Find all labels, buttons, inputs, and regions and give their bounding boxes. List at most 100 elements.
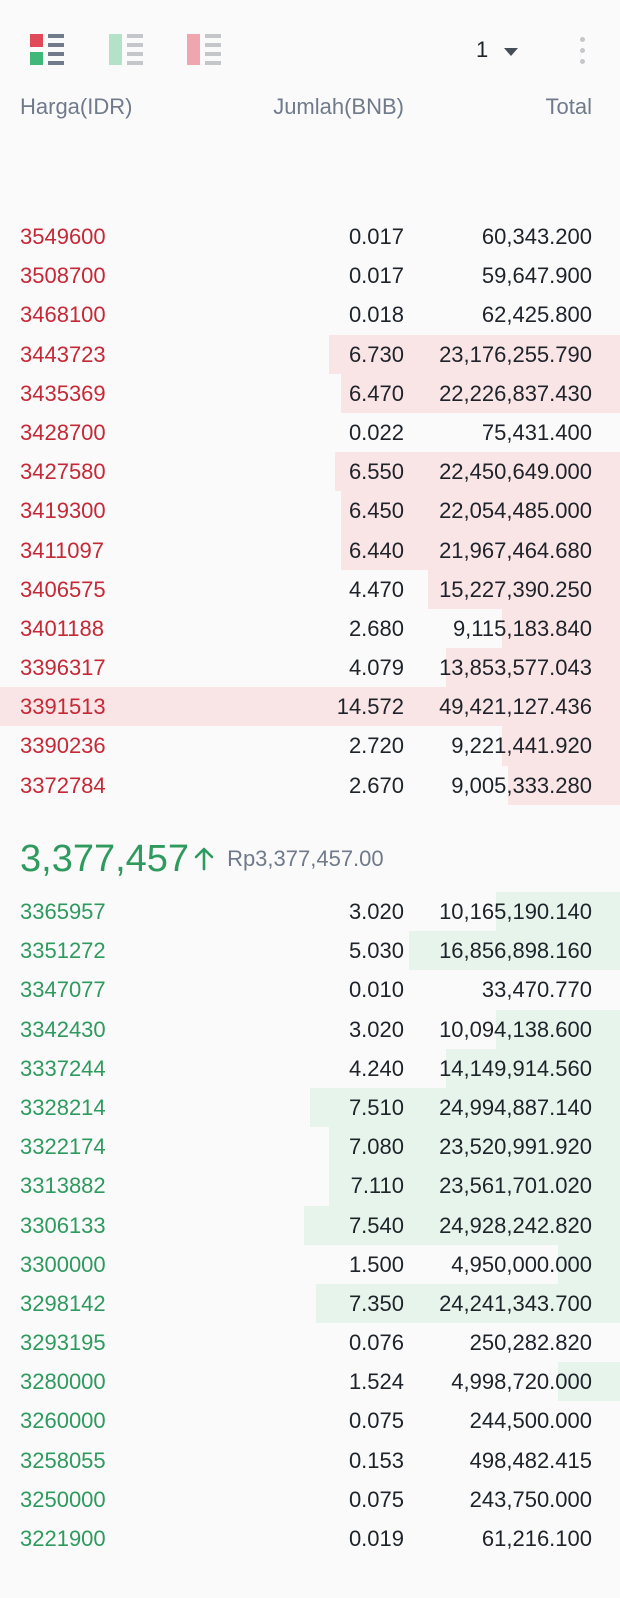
row-total: 4,998,720.000 (451, 1369, 592, 1395)
row-total: 49,421,127.436 (439, 694, 592, 720)
row-price: 3549600 (20, 224, 106, 249)
bid-row[interactable]: 3221900 0.019 61,216.100 (0, 1519, 620, 1558)
row-price: 3221900 (20, 1526, 106, 1551)
bid-row[interactable]: 3328214 7.510 24,994,887.140 (0, 1087, 620, 1128)
depth-bar (446, 1048, 620, 1088)
header-price: Harga(IDR) (20, 94, 133, 119)
depth-bar (558, 1244, 620, 1284)
depth-bar (0, 687, 620, 727)
row-total: 4,950,000.000 (451, 1251, 592, 1277)
row-amount: 0.153 (348, 1447, 404, 1473)
row-amount: 4.240 (348, 1055, 404, 1081)
ask-row[interactable]: 3468100 0.018 62,425.800 (0, 295, 620, 334)
row-amount: 0.017 (348, 224, 404, 249)
row-total: 16,856,898.160 (439, 938, 592, 964)
row-amount: 4.079 (348, 655, 404, 681)
row-price: 3435369 (20, 380, 106, 406)
bid-row[interactable]: 3313882 7.110 23,561,701.020 (0, 1166, 620, 1206)
ask-row[interactable]: 3406575 4.470 15,227,390.250 (0, 569, 620, 609)
ask-row[interactable]: 3549600 0.017 60,343.200 (0, 217, 620, 256)
bid-row[interactable]: 3293195 0.076 250,282.820 (0, 1323, 620, 1362)
more-vertical-icon[interactable] (577, 34, 587, 66)
depth-bar (303, 1205, 620, 1245)
ask-row[interactable]: 3435369 6.470 22,226,837.430 (0, 373, 620, 413)
row-price: 3468100 (20, 302, 106, 328)
row-price: 3428700 (20, 419, 106, 445)
row-amount: 0.019 (348, 1526, 404, 1551)
ask-row[interactable]: 3508700 0.017 59,647.900 (0, 256, 620, 295)
row-total: 9,005,333.280 (451, 772, 592, 798)
ask-row[interactable]: 3419300 6.450 22,054,485.000 (0, 491, 620, 531)
row-total: 10,165,190.140 (439, 899, 592, 924)
orderbook-both-icon[interactable] (30, 34, 64, 66)
row-total: 15,227,390.250 (439, 576, 592, 602)
row-price: 3411097 (20, 537, 105, 563)
bid-row[interactable]: 3260000 0.075 244,500.000 (0, 1401, 620, 1440)
bid-row[interactable]: 3342430 3.020 10,094,138.600 (0, 1009, 620, 1049)
bid-row[interactable]: 3337244 4.240 14,149,914.560 (0, 1048, 620, 1088)
orderbook-asks-icon[interactable] (187, 34, 221, 66)
ask-row[interactable]: 3411097 6.440 21,967,464.680 (0, 530, 620, 570)
row-total: 9,221,441.920 (451, 733, 592, 759)
row-price: 3443723 (20, 341, 106, 367)
depth-bar (427, 569, 620, 609)
row-price: 3419300 (20, 498, 106, 524)
ask-row[interactable]: 3427580 6.550 22,450,649.000 (0, 452, 620, 492)
ask-row[interactable]: 3390236 2.720 9,221,441.920 (0, 726, 620, 766)
row-price: 3328214 (20, 1094, 106, 1120)
row-total: 60,343.200 (481, 224, 592, 249)
row-amount: 7.350 (348, 1290, 404, 1316)
bid-row[interactable]: 3351272 5.030 16,856,898.160 (0, 931, 620, 971)
header-total: Total (545, 94, 592, 119)
bid-row[interactable]: 3300000 1.500 4,950,000.000 (0, 1244, 620, 1284)
bid-row[interactable]: 3250000 0.075 243,750.000 (0, 1480, 620, 1519)
row-amount: 0.022 (348, 419, 404, 445)
bid-row[interactable]: 3280000 1.524 4,998,720.000 (0, 1362, 620, 1402)
row-amount: 3.020 (348, 899, 404, 924)
ask-row[interactable]: 3372784 2.670 9,005,333.280 (0, 765, 620, 805)
row-total: 23,176,255.790 (439, 341, 592, 367)
bid-row[interactable]: 3365957 3.020 10,165,190.140 (0, 892, 620, 932)
row-price: 3258055 (20, 1447, 106, 1473)
bid-row[interactable]: 3306133 7.540 24,928,242.820 (0, 1205, 620, 1245)
row-total: 21,967,464.680 (439, 537, 592, 563)
bid-row[interactable]: 3298142 7.350 24,241,343.700 (0, 1283, 620, 1324)
row-price: 3427580 (20, 459, 106, 485)
depth-select[interactable]: 1 (476, 34, 519, 66)
asks-list: 3549600 0.017 60,343.200 3508700 0.017 59,647… (0, 217, 620, 805)
row-price: 3347077 (20, 977, 106, 1003)
row-price: 3260000 (20, 1408, 106, 1434)
row-price: 3401188 (20, 615, 105, 641)
ask-row[interactable]: 3396317 4.079 13,853,577.043 (0, 648, 620, 688)
row-total: 22,226,837.430 (439, 380, 592, 406)
ask-row[interactable]: 3428700 0.022 75,431.400 (0, 413, 620, 452)
ask-row[interactable]: 3443723 6.730 23,176,255.790 (0, 334, 620, 374)
depth-bar (341, 373, 620, 413)
row-amount: 0.010 (348, 977, 404, 1003)
orderbook-bids-icon[interactable] (109, 34, 143, 66)
row-price: 3337244 (20, 1055, 106, 1081)
depth-bar (328, 1166, 620, 1206)
depth-bar (558, 1362, 620, 1402)
row-total: 24,994,887.140 (439, 1094, 592, 1120)
row-price: 3280000 (20, 1369, 106, 1395)
row-amount: 6.730 (348, 341, 404, 367)
row-amount: 3.020 (348, 1016, 404, 1042)
row-amount: 6.470 (348, 380, 404, 406)
row-price: 3396317 (20, 655, 106, 681)
row-total: 75,431.400 (481, 419, 592, 445)
ask-row[interactable]: 3391513 14.572 49,421,127.436 (0, 687, 620, 727)
row-amount: 1.500 (348, 1251, 404, 1277)
depth-bar (446, 648, 620, 688)
row-price: 3306133 (20, 1212, 106, 1238)
bid-row[interactable]: 3258055 0.153 498,482.415 (0, 1441, 620, 1480)
depth-bar (341, 530, 620, 570)
row-amount: 1.524 (348, 1369, 404, 1395)
ask-row[interactable]: 3401188 2.680 9,115,183.840 (0, 608, 620, 649)
row-total: 22,054,485.000 (439, 498, 592, 524)
bid-row[interactable]: 3347077 0.010 33,470.770 (0, 970, 620, 1009)
row-amount: 2.720 (348, 733, 404, 759)
bid-row[interactable]: 3322174 7.080 23,520,991.920 (0, 1127, 620, 1167)
depth-bar (341, 491, 620, 531)
row-total: 14,149,914.560 (439, 1055, 592, 1081)
